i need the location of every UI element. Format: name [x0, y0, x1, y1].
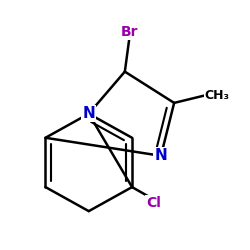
Text: Cl: Cl	[146, 196, 161, 210]
Text: N: N	[154, 148, 167, 163]
Text: Br: Br	[120, 25, 138, 39]
Text: CH₃: CH₃	[204, 89, 230, 102]
Text: N: N	[82, 106, 95, 121]
